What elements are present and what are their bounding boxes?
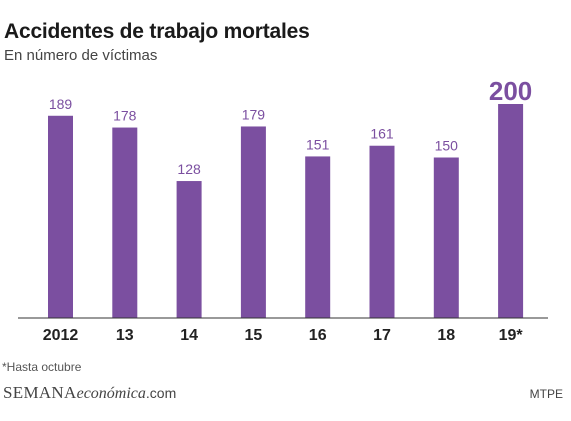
value-label: 200 <box>489 76 532 106</box>
chart-subtitle: En número de víctimas <box>4 47 158 64</box>
bar-17 <box>369 145 395 318</box>
brand-part-com: .com <box>145 385 177 401</box>
footnote: *Hasta octubre <box>2 360 82 374</box>
category-label: 13 <box>116 327 134 344</box>
category-labels-group: 2012 13 14 15 16 17 18 19* <box>43 327 524 344</box>
bar-19 <box>498 104 524 318</box>
brand-part-semana: SEMANA <box>3 383 77 402</box>
value-label: 151 <box>306 136 330 152</box>
category-label: 18 <box>437 327 455 344</box>
category-label: 16 <box>309 327 327 344</box>
bar-15 <box>240 126 266 318</box>
value-label: 128 <box>177 161 201 177</box>
chart-title: Accidentes de trabajo mortales <box>4 20 310 43</box>
bars-group <box>48 104 524 319</box>
category-label: 15 <box>245 327 263 344</box>
source-label: MTPE <box>529 387 563 401</box>
value-label: 161 <box>370 126 394 142</box>
value-label: 150 <box>435 138 459 154</box>
bar-16 <box>305 156 331 318</box>
category-label: 14 <box>180 327 198 344</box>
value-label: 189 <box>49 96 73 112</box>
brand-logo: SEMANAeconómica.com <box>3 383 176 403</box>
category-label: 17 <box>373 327 391 344</box>
bar-13 <box>112 127 138 318</box>
bar-14 <box>176 181 202 318</box>
value-labels-group: 189 178 128 179 151 161 150 200 <box>49 76 532 177</box>
category-label: 2012 <box>43 327 79 344</box>
bar-2012 <box>48 115 73 319</box>
value-label: 179 <box>242 106 266 122</box>
value-label: 178 <box>113 108 137 124</box>
bar-18 <box>433 157 459 318</box>
brand-part-economica: económica <box>76 385 146 402</box>
category-label: 19* <box>499 327 524 344</box>
